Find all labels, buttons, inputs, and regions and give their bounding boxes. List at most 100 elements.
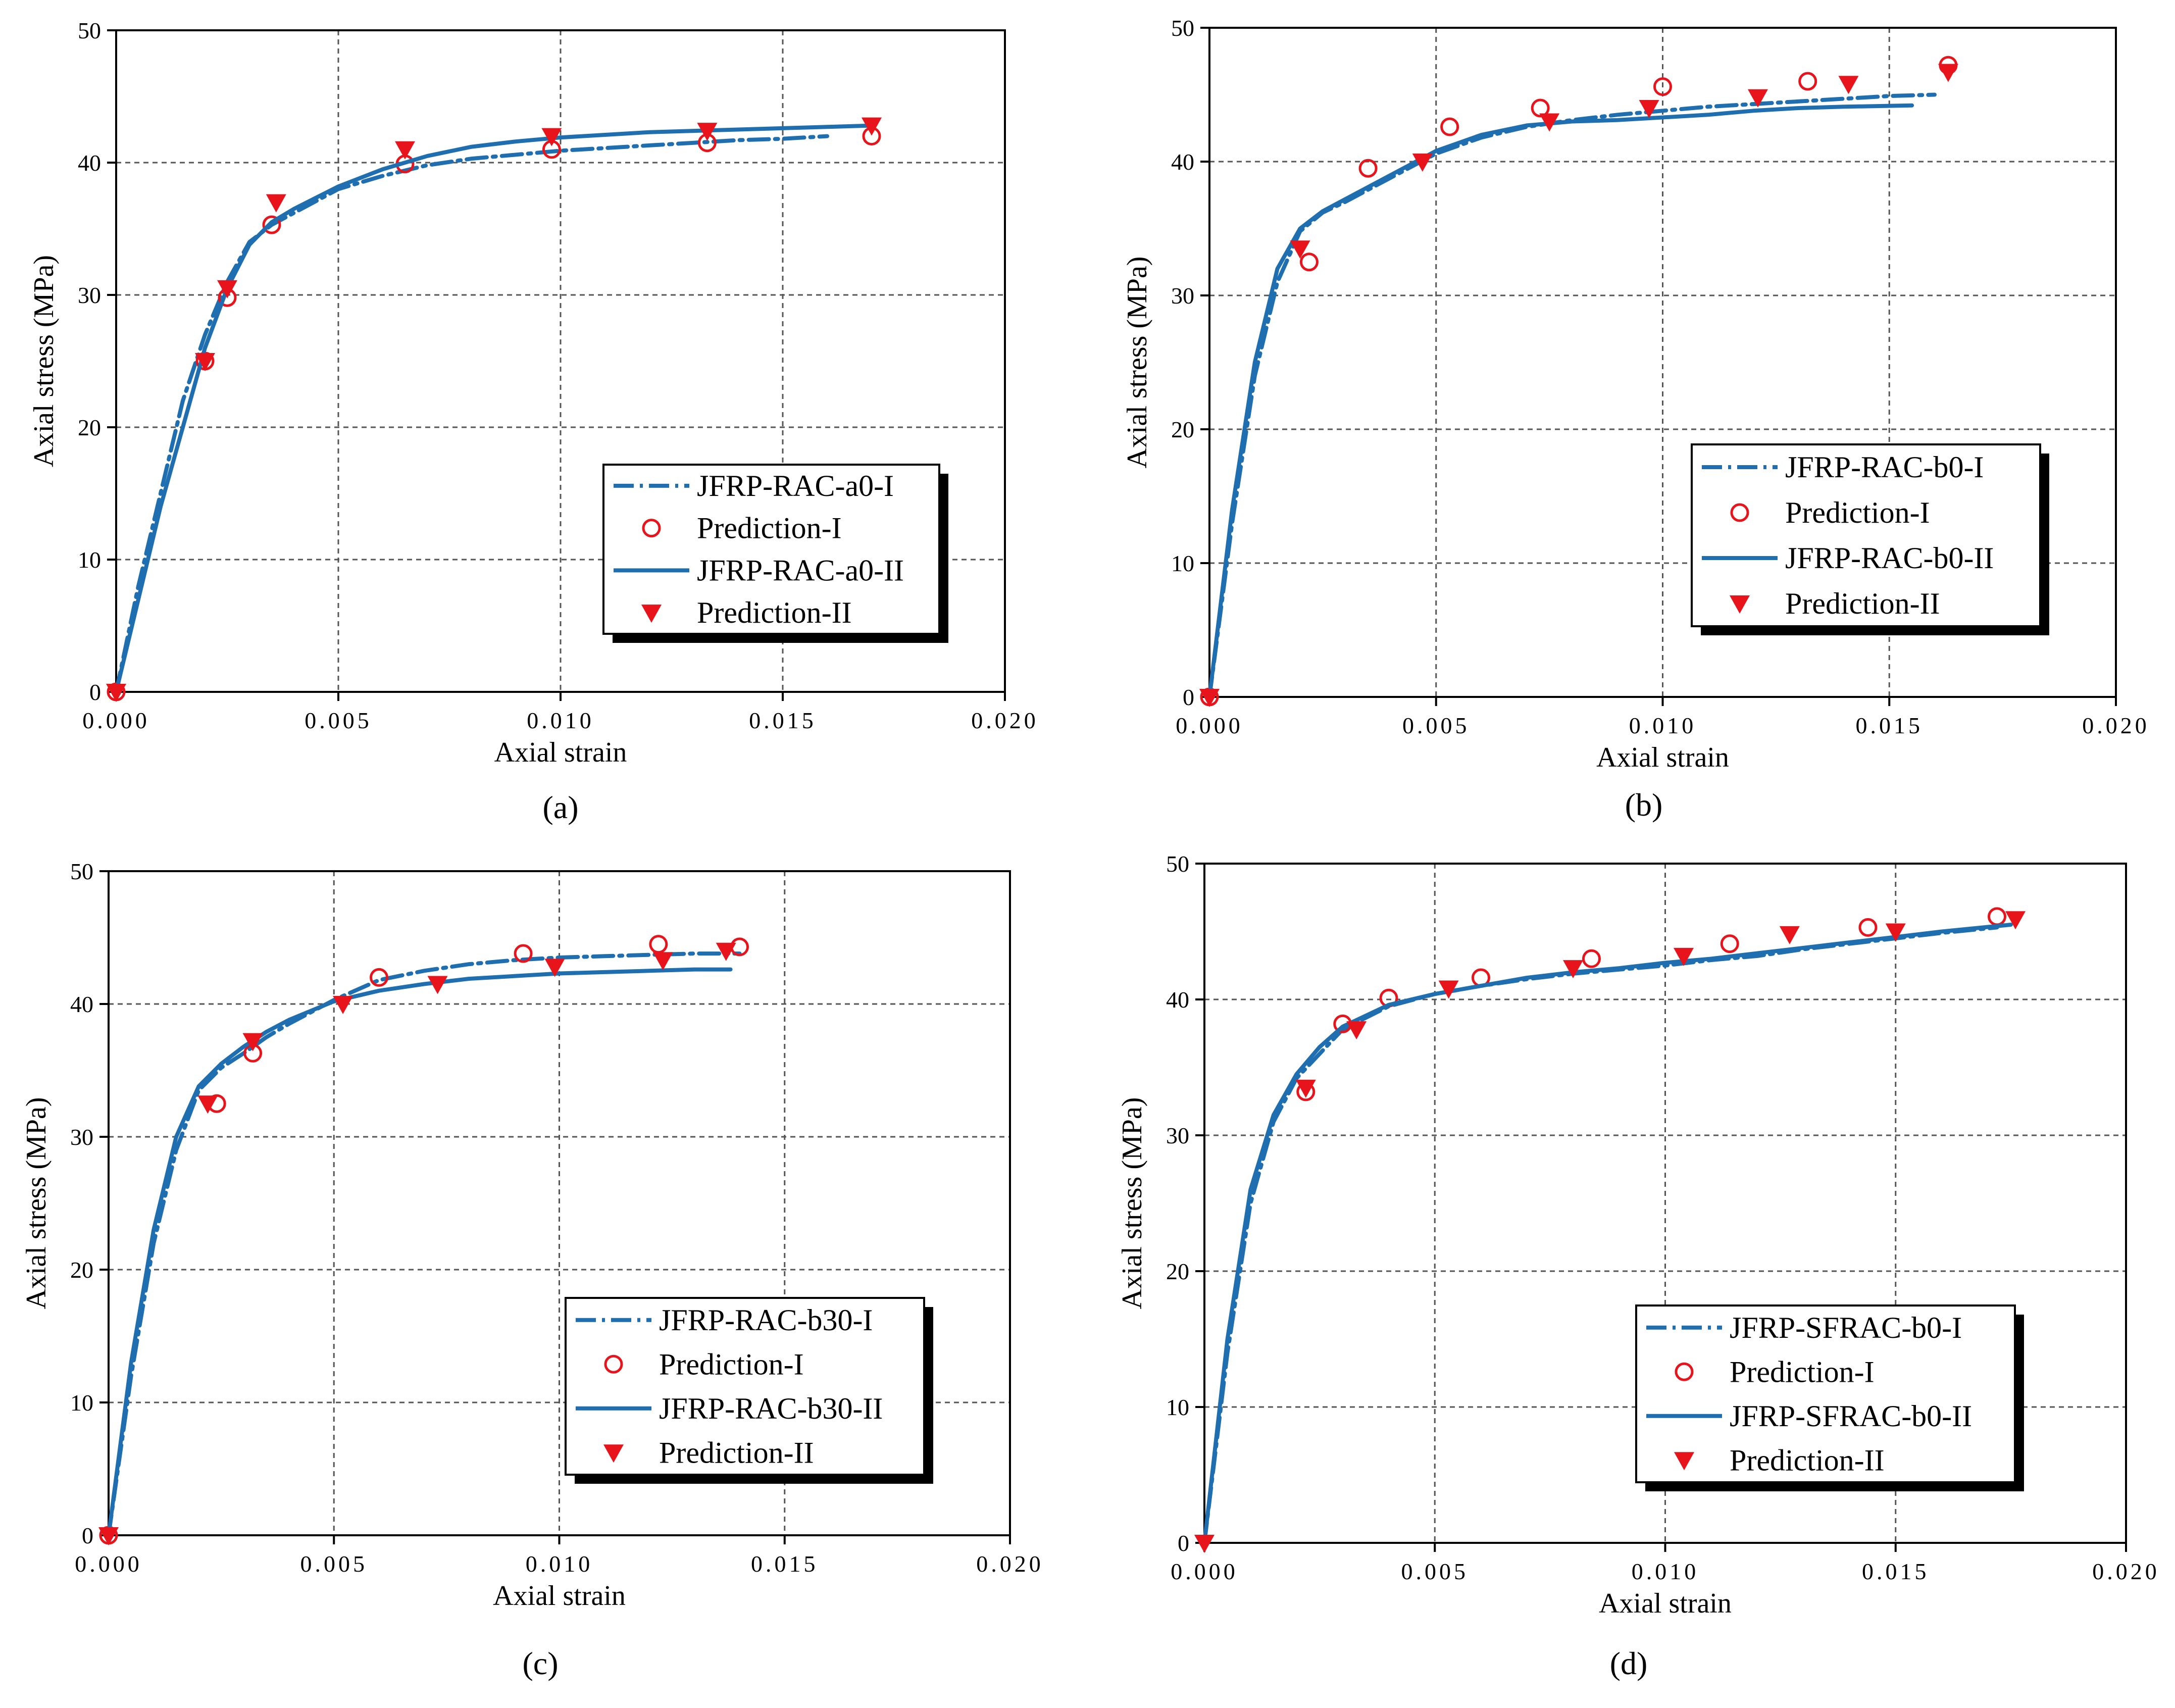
y-axis-label: Axial stress (MPa) [1122, 257, 1153, 469]
legend: JFRP-SFRAC-b0-I Prediction-I JFRP-SFRAC-b0… [1635, 1304, 2024, 1491]
legend-label: JFRP-RAC-a0-I [697, 469, 894, 503]
data-point-prediction-II [1539, 113, 1560, 132]
legend-swatch-triangle [603, 1444, 624, 1463]
y-tick-label: 40 [70, 991, 93, 1017]
legend-box [1691, 443, 2041, 627]
x-tick-label: 0.015 [1856, 713, 1924, 738]
plot-frame [1208, 27, 2117, 698]
data-point-prediction-II [197, 1095, 218, 1114]
y-tick-label: 0 [82, 1523, 93, 1548]
series-line-II [114, 123, 874, 694]
data-point-prediction-I [1440, 117, 1459, 136]
legend-label: JFRP-SFRAC-b0-II [1730, 1399, 1972, 1433]
legend-label: Prediction-II [659, 1436, 814, 1469]
x-tick-label: 0.005 [305, 708, 372, 733]
legend-label: JFRP-RAC-b30-I [659, 1303, 873, 1337]
x-axis-label: Axial strain [1599, 1588, 1732, 1619]
data-point-prediction-II [1639, 100, 1659, 118]
legend-label: Prediction-II [1785, 587, 1940, 620]
legend-label: JFRP-SFRAC-b0-I [1730, 1311, 1962, 1344]
y-tick-label: 10 [1171, 550, 1194, 576]
legend-swatch-circle [1730, 503, 1749, 522]
data-point-prediction-I [262, 215, 281, 234]
legend: JFRP-RAC-b0-I Prediction-I JFRP-RAC-b0-II P… [1691, 443, 2049, 635]
y-tick-label: 10 [1166, 1394, 1189, 1420]
data-point-prediction-I [1653, 77, 1672, 96]
legend-swatch-circle [604, 1354, 623, 1374]
data-point-prediction-II [716, 942, 736, 961]
legend-swatch-triangle [641, 605, 662, 623]
series-line-II [107, 967, 733, 1537]
x-tick-label: 0.015 [751, 1551, 819, 1577]
legend-box [1635, 1304, 2016, 1483]
panel-label: (d) [1610, 1645, 1648, 1681]
x-tick-label: 0.020 [976, 1551, 1044, 1577]
legend-label: Prediction-I [1730, 1355, 1875, 1388]
data-point-prediction-II [98, 1527, 119, 1545]
y-tick-label: 50 [78, 18, 101, 43]
legend-swatch-triangle [1730, 595, 1750, 614]
series-line-I [114, 134, 829, 694]
x-tick-label: 0.010 [1632, 1559, 1699, 1584]
plot-frame [1203, 863, 2127, 1544]
data-point-prediction-II [544, 959, 565, 977]
series-line-II [1207, 103, 1914, 699]
data-point-prediction-II [395, 141, 415, 160]
data-point-prediction-II [333, 996, 353, 1014]
legend: JFRP-RAC-b30-I Prediction-I JFRP-RAC-b30-I… [565, 1297, 933, 1484]
y-tick-label: 0 [1178, 1530, 1189, 1556]
x-tick-label: 0.005 [300, 1551, 368, 1577]
data-point-prediction-I [1358, 159, 1378, 178]
x-tick-label: 0.010 [526, 1551, 593, 1577]
data-point-prediction-II [1674, 947, 1694, 966]
y-tick-label: 30 [78, 282, 101, 308]
data-point-prediction-I [1858, 918, 1878, 937]
y-tick-label: 0 [1183, 684, 1194, 710]
x-tick-label: 0.010 [1629, 713, 1697, 738]
legend-swatch-triangle [1674, 1452, 1694, 1471]
y-tick-label: 30 [1166, 1123, 1189, 1148]
legend-swatch-circle [1675, 1362, 1694, 1381]
panel-label: (b) [1625, 787, 1663, 823]
chart-panel-0: 0.000 0.005 0.010 0.015 0.020 0 10 20 30 40 50 Axia… [28, 18, 1036, 825]
legend-label: Prediction-I [659, 1347, 804, 1381]
plot-frame [108, 870, 1011, 1536]
data-point-prediction-I [1720, 934, 1739, 953]
panel-label: (a) [542, 789, 578, 825]
data-point-prediction-II [242, 1033, 263, 1051]
data-point-prediction-II [1747, 89, 1768, 108]
data-point-prediction-I [1988, 907, 2006, 926]
data-point-prediction-II [1290, 240, 1310, 259]
x-tick-label: 0.000 [75, 1551, 142, 1577]
data-point-prediction-II [1885, 923, 1906, 942]
x-tick-label: 0.000 [1176, 713, 1243, 738]
y-tick-label: 50 [1166, 851, 1189, 877]
legend-label: Prediction-II [1730, 1443, 1885, 1477]
data-point-prediction-II [195, 353, 215, 371]
x-tick-label: 0.020 [2082, 713, 2150, 738]
data-point-prediction-II [1563, 960, 1583, 979]
y-tick-label: 40 [1166, 987, 1189, 1013]
x-axis-label: Axial strain [1596, 742, 1729, 773]
series-line-I [1207, 92, 1937, 699]
data-point-prediction-II [1295, 1079, 1316, 1098]
y-tick-label: 40 [78, 150, 101, 176]
data-point-prediction-II [1438, 980, 1459, 999]
y-tick-label: 50 [70, 859, 93, 884]
data-point-prediction-II [541, 128, 562, 146]
data-point-prediction-II [217, 280, 237, 298]
legend-label: JFRP-RAC-a0-II [697, 554, 904, 587]
data-point-prediction-II [1412, 154, 1433, 172]
data-point-prediction-I [649, 935, 668, 954]
y-tick-label: 20 [70, 1257, 93, 1283]
chart-panel-1: 0.000 0.005 0.010 0.015 0.020 0 10 20 30 40 50 Axia… [1122, 15, 2150, 823]
series-line-II [1202, 923, 2013, 1545]
legend-label: JFRP-RAC-b0-II [1785, 541, 1994, 575]
panel-label: (c) [522, 1645, 558, 1681]
data-point-prediction-II [862, 117, 882, 136]
y-tick-label: 10 [70, 1390, 93, 1416]
y-axis-label: Axial stress (MPa) [21, 1097, 52, 1310]
x-tick-label: 0.010 [527, 708, 594, 733]
legend-label: Prediction-I [1785, 496, 1930, 529]
legend-label: JFRP-RAC-b30-II [659, 1392, 883, 1425]
